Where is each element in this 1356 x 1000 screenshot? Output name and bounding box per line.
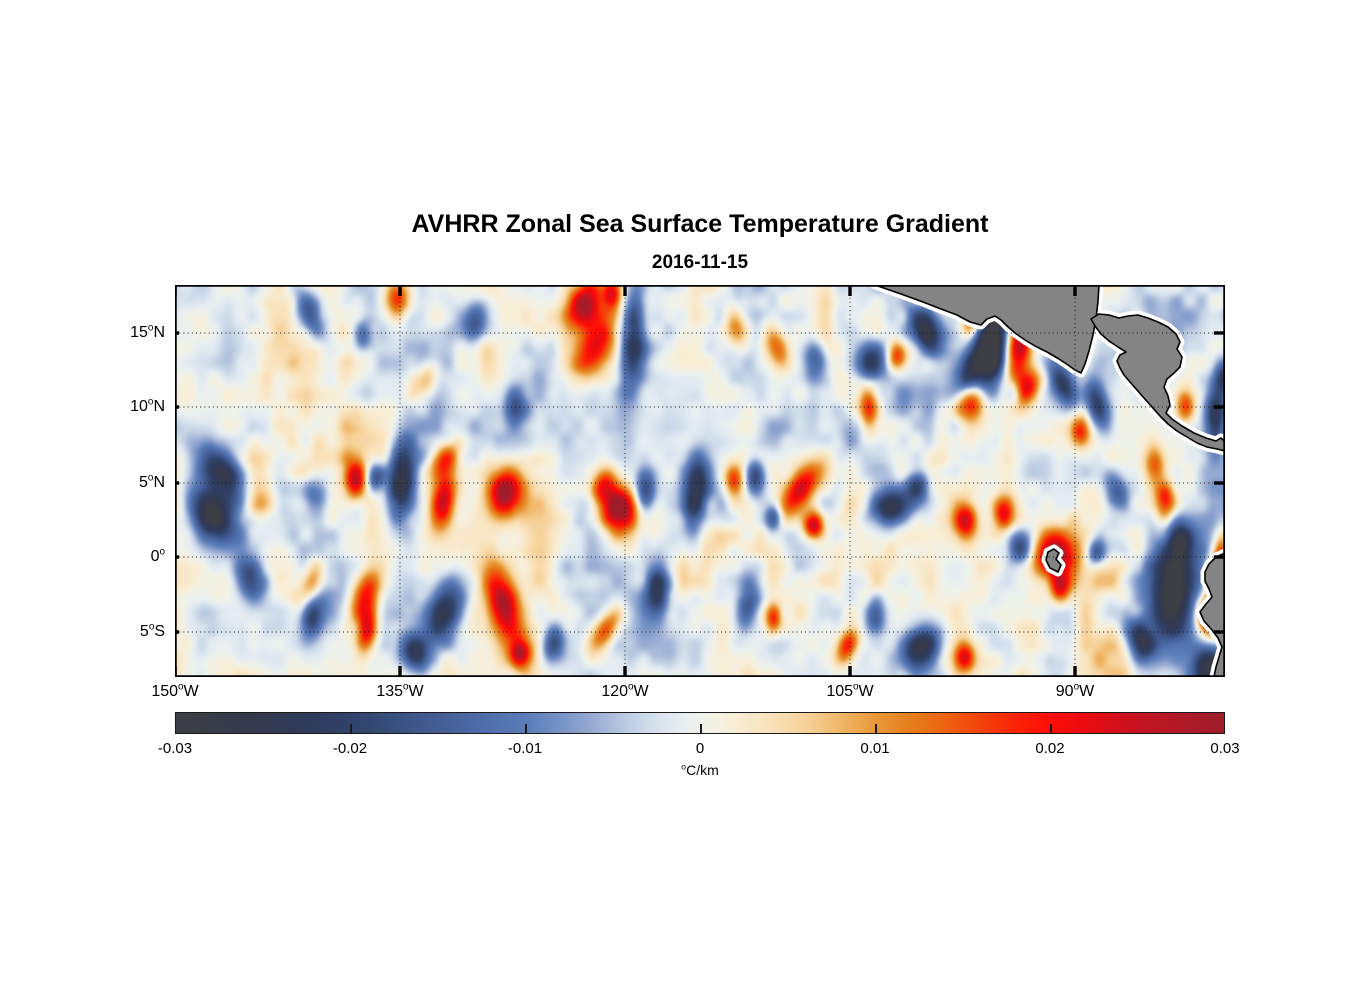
y-tick-label-5S: 5oS xyxy=(139,621,165,640)
landmass-south_america xyxy=(1199,552,1225,677)
degree-symbol: o xyxy=(681,761,687,772)
colorbar-label-0.01: 0.01 xyxy=(860,740,890,757)
colorbar-tick-0 xyxy=(700,724,702,733)
landmass-mexico xyxy=(874,285,1100,374)
colorbar-tick-0.02 xyxy=(1050,724,1052,733)
x-tick-label-90W: 90oW xyxy=(1055,681,1095,700)
chart-date-subtitle: 2016-11-15 xyxy=(651,252,749,273)
map-plot-area xyxy=(175,285,1225,677)
land-masses xyxy=(870,285,1225,677)
colorbar-unit-text: C/km xyxy=(686,762,719,778)
colorbar-tick-0.01 xyxy=(875,724,877,733)
x-tick-label-120W: 120oW xyxy=(601,681,649,700)
landmass-central_america xyxy=(1090,313,1225,452)
x-tick-label-105W: 105oW xyxy=(826,681,874,700)
y-tick-label-10N: 10oN xyxy=(130,396,165,415)
colorbar-unit: oC/km xyxy=(175,762,1225,778)
colorbar-label-0.03: 0.03 xyxy=(1210,740,1240,757)
chart-title: AVHRR Zonal Sea Surface Temperature Grad… xyxy=(411,210,989,238)
colorbar xyxy=(175,712,1225,734)
x-tick-label-135W: 135oW xyxy=(376,681,424,700)
colorbar-label--0.02: -0.02 xyxy=(332,740,368,757)
colorbar-label--0.01: -0.01 xyxy=(507,740,543,757)
landmass-galapagos xyxy=(1045,548,1062,573)
colorbar-tick--0.01 xyxy=(525,724,527,733)
colorbar-label-0: 0 xyxy=(695,740,705,757)
colorbar-tick--0.02 xyxy=(350,724,352,733)
y-tick-label-5N: 5oN xyxy=(139,472,165,491)
map-overlay xyxy=(175,285,1225,677)
colorbar-label-0.02: 0.02 xyxy=(1035,740,1065,757)
x-tick-label-150W: 150oW xyxy=(151,681,199,700)
y-tick-label-0deg: 0o xyxy=(150,546,165,565)
y-tick-label-15N: 15oN xyxy=(130,322,165,341)
colorbar-label--0.03: -0.03 xyxy=(157,740,193,757)
gridlines xyxy=(175,285,1225,677)
